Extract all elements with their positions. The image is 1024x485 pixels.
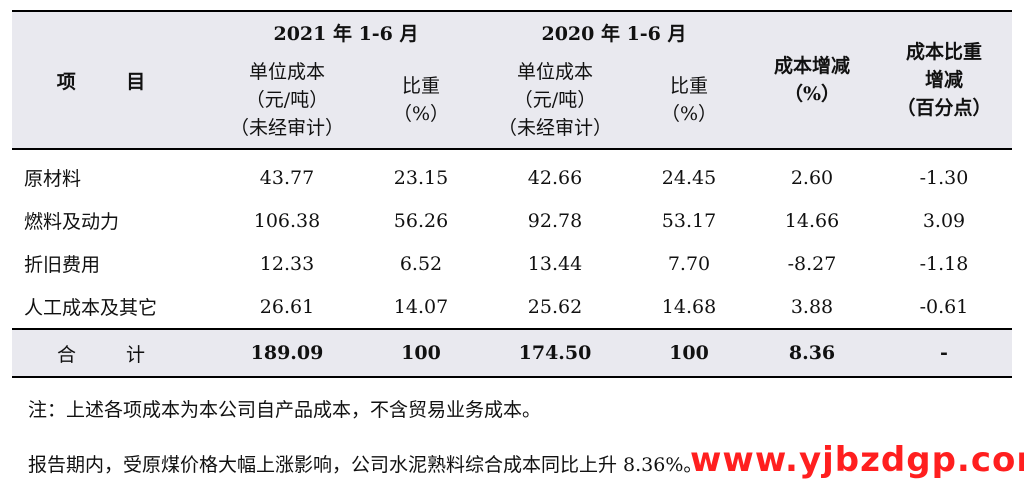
cell-ratio-change: -1.30 [919,166,969,189]
cell-cost-2021: 12.33 [259,252,315,275]
total-ratio-change: - [876,328,1012,378]
cell-ratio-change: -1.18 [919,252,969,275]
cost-table: 项 目 2021 年 1-6 月 2020 年 1-6 月 成本增减 （%） 成… [12,10,1012,378]
cell-ratio-change: 3.09 [922,209,966,232]
cell-cost-2020: 25.62 [527,295,583,318]
cell-cost-2020: 13.44 [527,252,583,275]
body-paragraph: 报告期内，受原煤价格大幅上涨影响，公司水泥熟料综合成本同比上升 8.36%。 [28,454,703,476]
total-ratio-2020: 100 [630,328,748,378]
header-ratio-2021: 比重 （%） [362,52,480,150]
cell-ratio-2021: 6.52 [399,252,443,275]
cell-cost-2020: 42.66 [527,166,583,189]
cell-ratio-2020: 14.68 [661,295,717,318]
cell-cost-change: 3.88 [790,295,834,318]
cell-cost-change: -8.27 [787,252,837,275]
cell-ratio-2020: 7.70 [667,252,711,275]
watermark: www.yjbzdgp.com [690,440,1024,480]
cell-cost-2021: 26.61 [259,295,315,318]
cell-ratio-2020: 24.45 [661,166,717,189]
table-row: 折旧费用 12.33 6.52 13.44 7.70 -8.27 -1.18 [12,242,1012,285]
total-cost-2021: 189.09 [212,328,362,378]
header-unit-cost-2021: 单位成本 （元/吨） （未经审计） [212,52,362,150]
header-cost-change: 成本增减 （%） [748,10,876,150]
header-ratio-change: 成本比重 增减 （百分点） [876,10,1012,150]
cell-cost-2021: 43.77 [259,166,315,189]
total-cost-2020: 174.50 [480,328,630,378]
table-note: 注：上述各项成本为本公司自产品成本，不含贸易业务成本。 [28,399,542,421]
table-row: 燃料及动力 106.38 56.26 92.78 53.17 14.66 3.0… [12,199,1012,242]
row-name: 折旧费用 [24,254,101,276]
total-cost-change: 8.36 [748,328,876,378]
header-item: 项 目 [12,10,212,150]
cell-ratio-change: -0.61 [919,295,969,318]
cell-cost-change: 2.60 [790,166,834,189]
header-period-2021: 2021 年 1-6 月 [212,10,480,52]
total-row: 合 计 189.09 100 174.50 100 8.36 - [12,328,1012,378]
header-ratio-2020: 比重 （%） [630,52,748,150]
cell-cost-2020: 92.78 [527,209,583,232]
cell-ratio-2021: 23.15 [393,166,449,189]
header-unit-cost-2020: 单位成本 （元/吨） （未经审计） [480,52,630,150]
cell-ratio-2021: 56.26 [393,209,449,232]
total-name: 合 计 [12,328,212,378]
row-name: 燃料及动力 [24,211,120,233]
total-ratio-2021: 100 [362,328,480,378]
cell-ratio-2021: 14.07 [393,295,449,318]
cell-ratio-2020: 53.17 [661,209,717,232]
cell-cost-change: 14.66 [784,209,840,232]
table-row: 原材料 43.77 23.15 42.66 24.45 2.60 -1.30 [12,149,1012,199]
header-period-2020: 2020 年 1-6 月 [480,10,748,52]
row-name: 原材料 [24,168,82,190]
table-row: 人工成本及其它 26.61 14.07 25.62 14.68 3.88 -0.… [12,285,1012,329]
row-name: 人工成本及其它 [24,297,158,319]
cell-cost-2021: 106.38 [253,209,321,232]
